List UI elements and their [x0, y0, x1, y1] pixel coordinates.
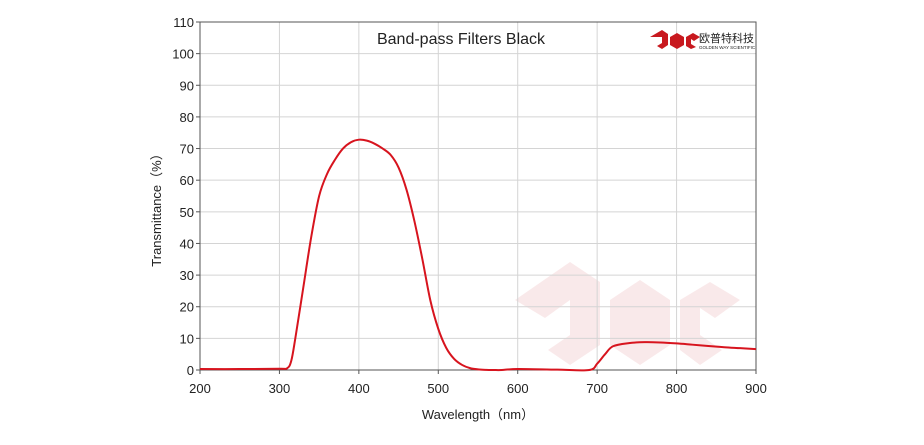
y-tick-label: 90 — [180, 78, 194, 93]
y-axis-label: Transmittance（%） — [149, 147, 164, 266]
brand-logo-subtext: GOLDEN WAY SCIENTIFIC — [699, 45, 756, 50]
y-tick-label: 110 — [173, 15, 194, 30]
watermark-logo — [515, 262, 740, 365]
chart-title: Band-pass Filters Black — [377, 31, 546, 48]
y-tick-label: 10 — [180, 331, 194, 346]
x-tick-label: 900 — [745, 381, 767, 396]
y-tick-label: 60 — [180, 173, 194, 188]
brand-logo-mark-center — [670, 33, 684, 49]
y-tick-label: 20 — [180, 300, 194, 315]
grid — [200, 22, 756, 370]
series-layer — [199, 138, 757, 372]
y-tick-label: 80 — [180, 110, 194, 125]
x-tick-label: 600 — [507, 381, 529, 396]
brand-logo-mark-right — [686, 33, 700, 49]
x-tick-label: 500 — [427, 381, 449, 396]
x-tick-label: 700 — [586, 381, 608, 396]
x-tick-label: 300 — [269, 381, 291, 396]
y-tick-label: 40 — [180, 236, 194, 251]
x-axis-label: Wavelength（nm） — [422, 407, 534, 422]
series-line — [199, 138, 757, 372]
brand-logo-mark-left — [650, 30, 668, 49]
y-tick-label: 0 — [187, 363, 194, 378]
x-tick-label: 200 — [189, 381, 211, 396]
y-tick-label: 50 — [180, 205, 194, 220]
y-tick-label: 100 — [172, 47, 194, 62]
brand-logo-text: 欧普特科技 — [699, 31, 754, 45]
axis-ticks: 200 300 400 500 600 700 800 900 0 10 20 30 40 50 60 70 8… — [172, 15, 767, 396]
brand-logo: 欧普特科技 GOLDEN WAY SCIENTIFIC — [650, 30, 756, 50]
x-tick-label: 400 — [348, 381, 370, 396]
y-tick-label: 30 — [180, 268, 194, 283]
plot-frame — [199, 21, 757, 371]
y-tick-label: 70 — [180, 142, 194, 157]
x-tick-label: 800 — [666, 381, 688, 396]
